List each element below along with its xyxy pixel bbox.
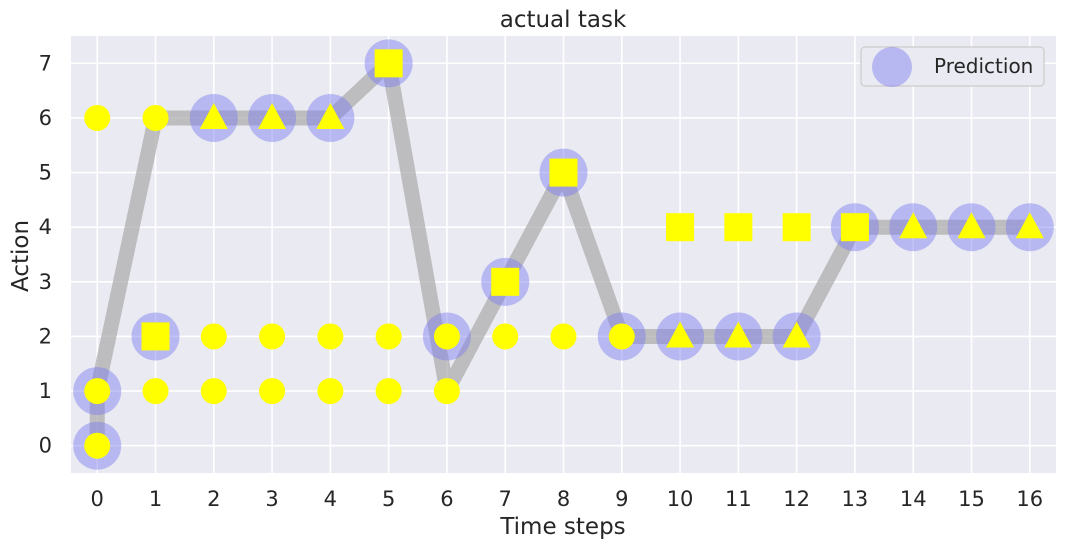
candidate-triangle-marker	[724, 321, 753, 348]
candidate-circle-marker	[142, 378, 169, 405]
candidate-triangle-marker	[957, 212, 986, 239]
candidate-layer	[84, 49, 1044, 459]
candidate-circle-marker	[259, 323, 286, 350]
candidate-triangle-marker	[1015, 212, 1044, 239]
candidate-circle-marker	[200, 323, 227, 350]
candidate-circle-marker	[259, 378, 286, 405]
candidate-circle-marker	[317, 323, 344, 350]
y-tick-labels: 0 1 2 3 4 5 6 7	[39, 51, 52, 457]
candidate-circle-marker	[550, 323, 577, 350]
x-tick-label: 5	[382, 487, 395, 511]
candidate-square-marker	[782, 213, 811, 242]
y-tick-label: 6	[39, 106, 52, 130]
candidate-circle-marker	[433, 323, 460, 350]
x-tick-label: 1	[149, 487, 162, 511]
candidate-circle-marker	[433, 378, 460, 405]
y-tick-label: 1	[39, 379, 52, 403]
candidate-square-marker	[374, 49, 403, 78]
x-tick-label: 9	[615, 487, 628, 511]
candidate-triangle-marker	[666, 321, 695, 348]
candidate-circle-marker	[492, 323, 519, 350]
candidate-circle-marker	[84, 432, 111, 459]
candidate-circle-marker	[84, 378, 111, 405]
candidate-square-marker	[666, 213, 695, 242]
y-tick-label: 7	[39, 51, 52, 75]
x-tick-label: 11	[725, 487, 752, 511]
x-tick-label: 12	[783, 487, 810, 511]
x-tick-label: 14	[900, 487, 927, 511]
y-tick-label: 5	[39, 161, 52, 185]
y-tick-label: 4	[39, 215, 52, 239]
x-tick-label: 2	[207, 487, 220, 511]
candidate-triangle-marker	[899, 212, 928, 239]
candidate-circle-marker	[84, 104, 111, 131]
candidate-triangle-marker	[316, 102, 345, 129]
candidate-triangle-marker	[199, 102, 228, 129]
x-tick-label: 7	[499, 487, 512, 511]
y-tick-label: 2	[39, 324, 52, 348]
legend: Prediction	[860, 46, 1045, 87]
candidate-circle-marker	[608, 323, 635, 350]
x-tick-label: 13	[842, 487, 869, 511]
x-tick-label: 6	[440, 487, 453, 511]
x-tick-label: 8	[557, 487, 570, 511]
candidate-circle-marker	[142, 104, 169, 131]
chart-title: actual task	[500, 7, 627, 33]
x-axis-label: Time steps	[499, 514, 625, 540]
candidate-square-marker	[724, 213, 753, 242]
candidate-circle-marker	[375, 323, 402, 350]
x-tick-label: 16	[1016, 487, 1043, 511]
x-tick-label: 15	[958, 487, 985, 511]
y-axis-label: Action	[8, 220, 34, 292]
x-tick-labels: 0 1 2 3 4 5 6 7 8 9 10 11 12 13 14 15 16	[91, 487, 1044, 511]
legend-prediction-marker	[872, 47, 912, 87]
candidate-triangle-marker	[782, 321, 811, 348]
legend-prediction-label: Prediction	[934, 54, 1033, 78]
x-tick-label: 4	[324, 487, 337, 511]
candidate-triangle-marker	[258, 102, 287, 129]
x-tick-label: 0	[91, 487, 104, 511]
x-tick-label: 3	[265, 487, 278, 511]
y-tick-label: 0	[39, 434, 52, 458]
candidate-square-marker	[840, 213, 869, 242]
candidate-square-marker	[549, 158, 578, 187]
candidate-square-marker	[141, 322, 170, 351]
candidate-circle-marker	[375, 378, 402, 405]
legend-box	[860, 46, 1045, 87]
candidate-circle-marker	[200, 378, 227, 405]
y-tick-label: 3	[39, 270, 52, 294]
x-tick-label: 10	[667, 487, 694, 511]
candidate-circle-marker	[317, 378, 344, 405]
candidate-square-marker	[491, 267, 520, 296]
